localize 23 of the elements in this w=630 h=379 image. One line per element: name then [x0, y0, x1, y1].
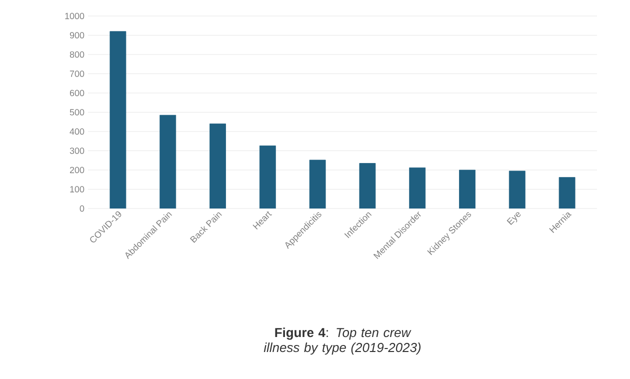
bar: [359, 163, 376, 208]
y-tick-label: 700: [70, 70, 84, 77]
y-tick-label: 100: [70, 186, 84, 192]
y-tick-label: 1000: [65, 12, 84, 20]
bar: [160, 114, 176, 208]
bar: [508, 170, 526, 208]
text: Figure 4: Top ten crew illness by type (2019-2023): [264, 328, 421, 355]
y-tick-label: 900: [70, 32, 84, 38]
bar: [259, 146, 276, 208]
y-tick-label: 600: [70, 90, 84, 96]
bar: [110, 31, 126, 208]
bar: [309, 160, 326, 208]
y-tick-label: 300: [70, 148, 84, 154]
y-tick-label: 0: [80, 205, 84, 212]
bar: [210, 124, 226, 208]
y-tick-label: 200: [70, 166, 84, 174]
y-tick-label: 500: [70, 109, 84, 116]
bar: [409, 167, 426, 208]
bar: [459, 170, 476, 208]
y-tick-label: 800: [70, 51, 84, 58]
bar: [558, 177, 576, 208]
x-tick-label: Eye: [506, 212, 521, 225]
y-tick-label: 400: [70, 128, 84, 135]
